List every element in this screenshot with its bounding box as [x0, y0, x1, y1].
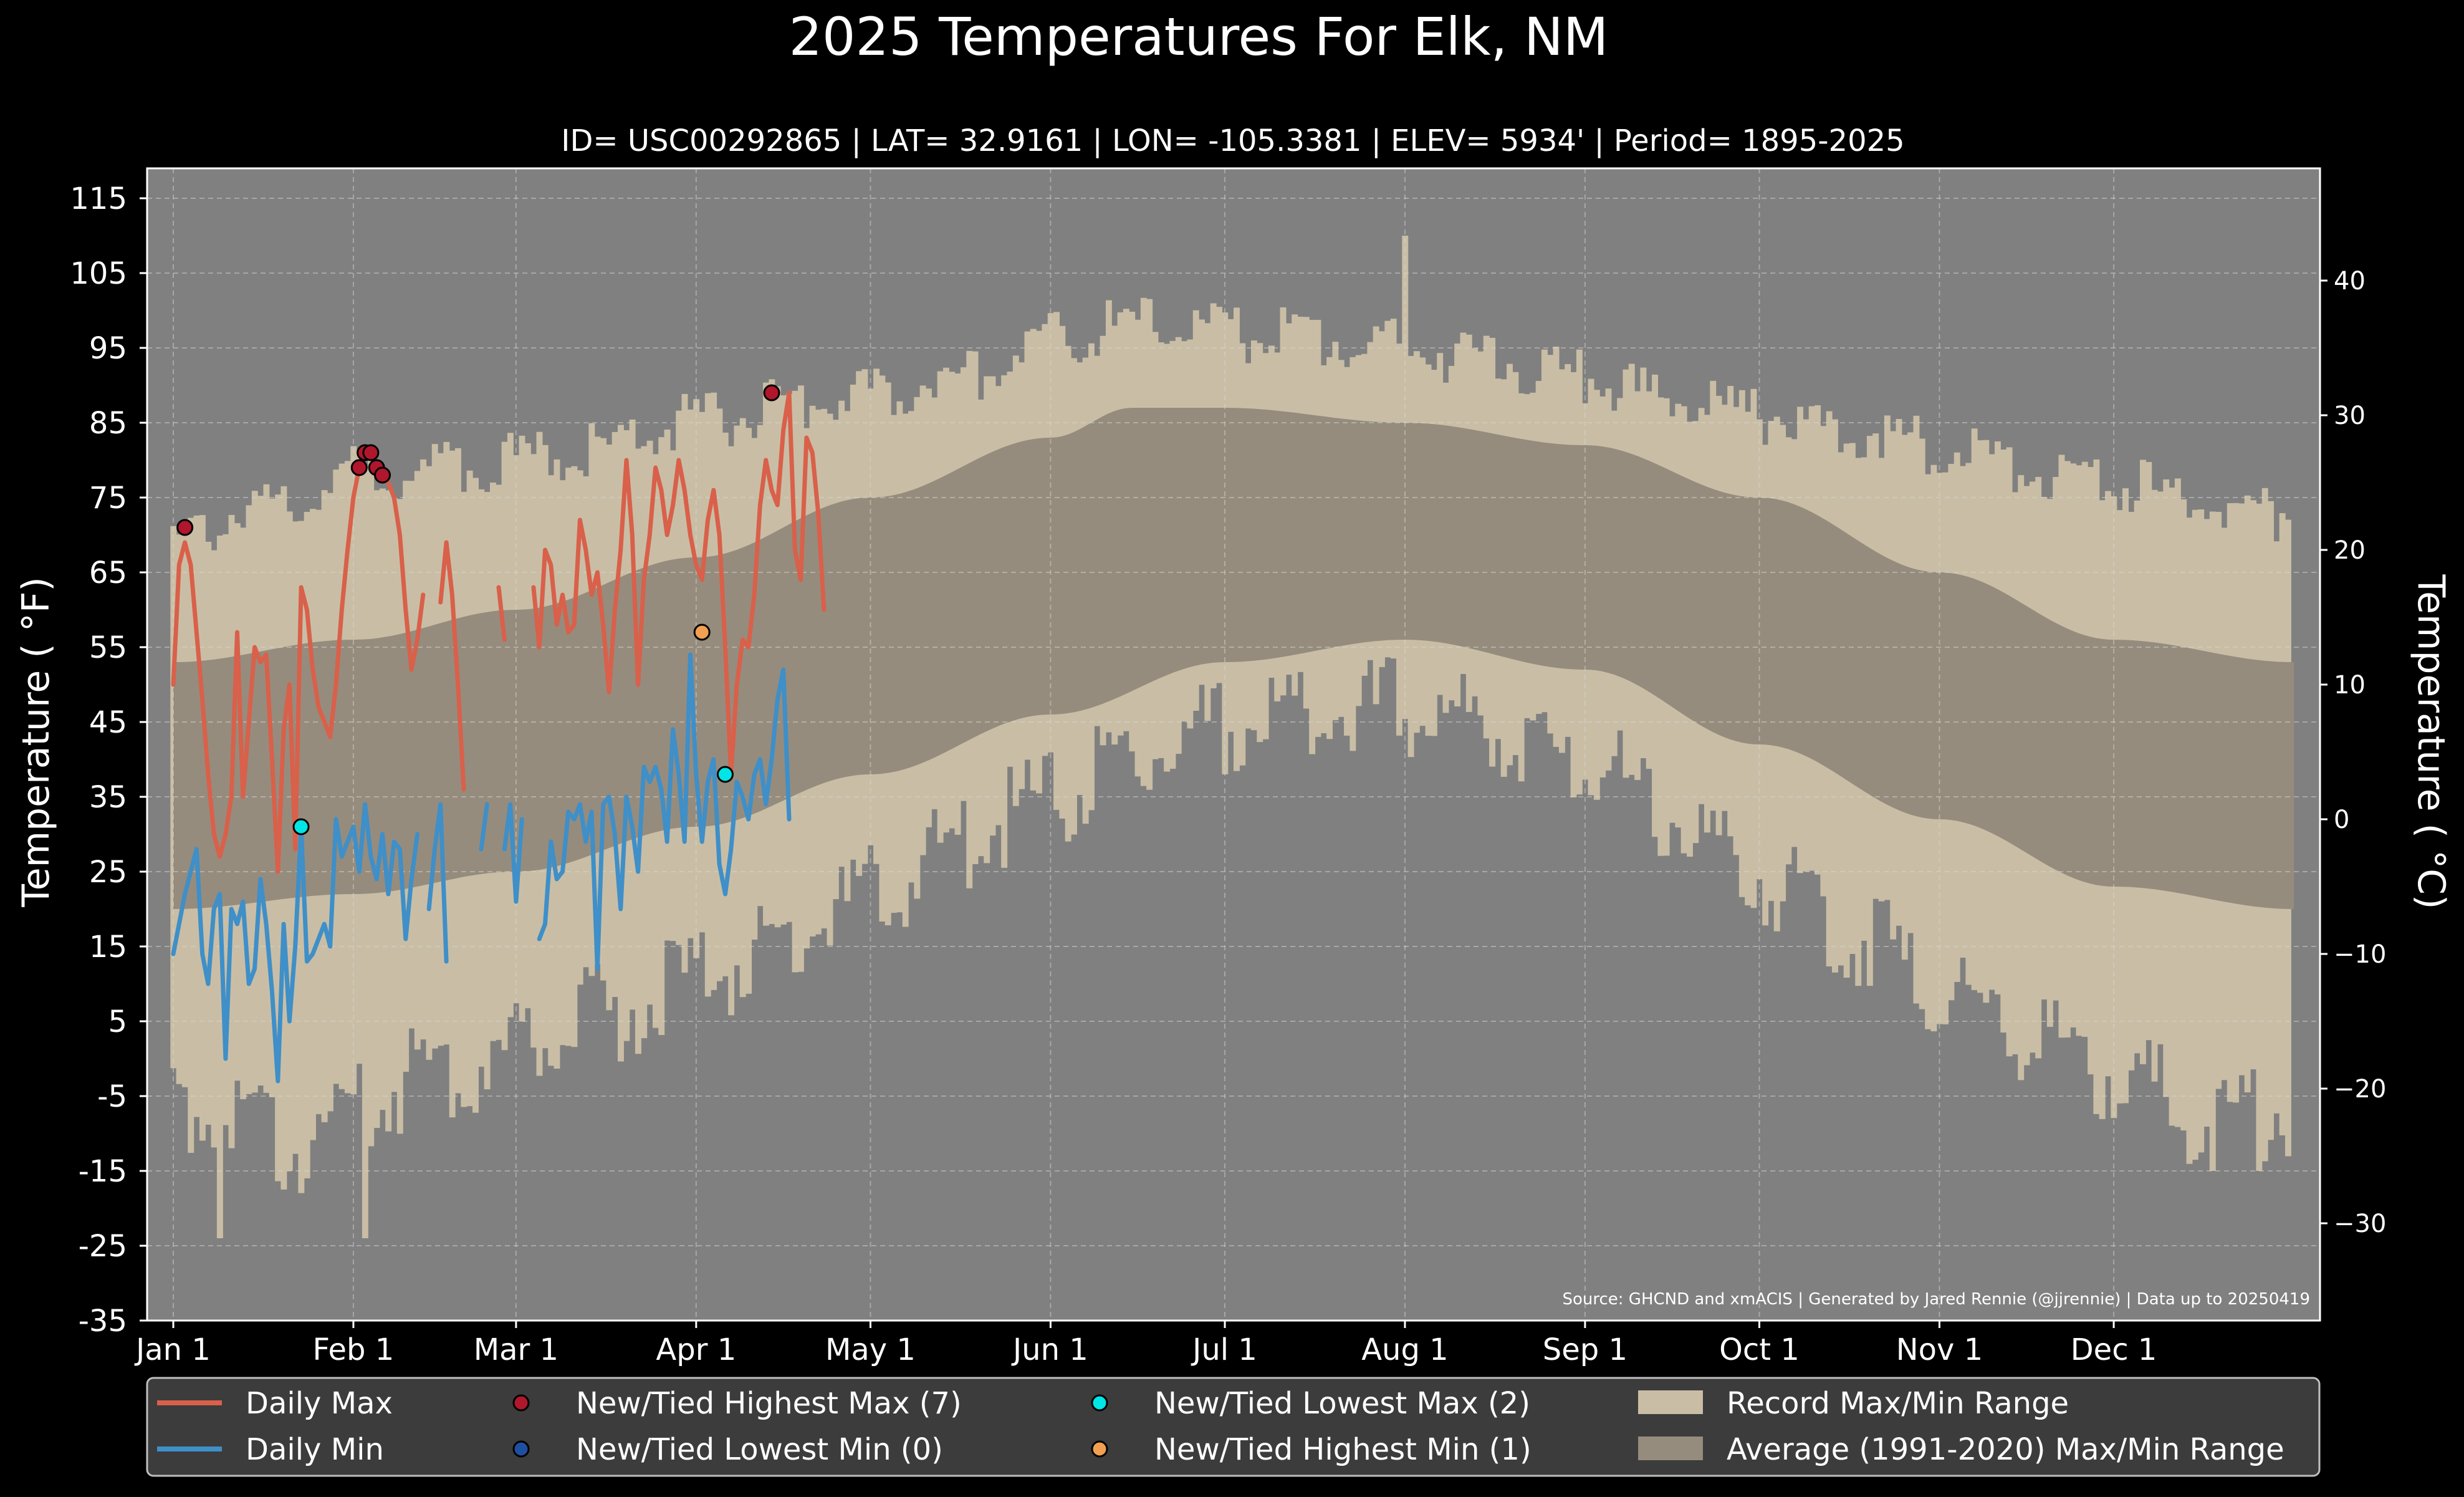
y-tick-label: -5 — [97, 1079, 127, 1114]
x-axis: Jan 1 Feb 1 Mar 1 Apr 1 May 1 Jun 1 Jul 1 Aug 1… — [134, 1321, 2157, 1367]
y-tick-label: -15 — [79, 1154, 127, 1189]
x-tick-label: Apr 1 — [656, 1332, 736, 1367]
lowest-max-marker — [292, 818, 310, 835]
highest-max-marker — [374, 466, 391, 484]
record-markers — [176, 384, 780, 835]
legend-label: Average (1991-2020) Max/Min Range — [1727, 1432, 2284, 1467]
legend-swatch-dot — [512, 1440, 530, 1458]
x-tick-label: Nov 1 — [1896, 1332, 1983, 1367]
average-range-band — [173, 408, 2294, 909]
source-note: Source: GHCND and xmACIS | Generated by … — [1562, 1290, 2310, 1309]
x-tick-label: May 1 — [825, 1332, 916, 1367]
x-tick-label: Jul 1 — [1191, 1332, 1257, 1367]
y2-tick-label: −30 — [2334, 1210, 2386, 1238]
x-tick-label: Aug 1 — [1361, 1332, 1449, 1367]
legend-label: New/Tied Highest Max (7) — [576, 1386, 962, 1421]
highest-max-marker — [350, 459, 368, 476]
y-tick-label: 75 — [89, 481, 127, 516]
x-tick-label: Oct 1 — [1719, 1332, 1800, 1367]
y2-tick-label: 0 — [2334, 806, 2349, 834]
legend-swatch-patch — [1638, 1437, 1703, 1460]
grid-lines — [147, 168, 2320, 1321]
highest-max-marker — [763, 384, 780, 402]
y-axis-label-right: Temperature ( °C) — [2409, 574, 2453, 910]
y-tick-label: 25 — [89, 855, 127, 890]
x-tick-label: Jan 1 — [134, 1332, 211, 1367]
x-tick-label: Jun 1 — [1011, 1332, 1088, 1367]
plot-area: Source: GHCND and xmACIS | Generated by … — [146, 167, 2321, 1322]
y-tick-label: 45 — [89, 705, 127, 740]
x-tick-label: Mar 1 — [474, 1332, 558, 1367]
y-tick-label: 95 — [89, 331, 127, 366]
plot-frame — [146, 167, 2321, 1322]
legend-swatch-dot — [1091, 1440, 1108, 1458]
chart-legend: Daily Max Daily Min New/Tied Highest Max (… — [146, 1377, 2321, 1477]
lowest-max-marker — [716, 766, 734, 783]
legend-box — [146, 1377, 2321, 1477]
legend-label: Daily Min — [246, 1432, 384, 1467]
y-tick-label: 15 — [89, 930, 127, 965]
legend-label: New/Tied Lowest Max (2) — [1154, 1386, 1530, 1421]
y-tick-label: 85 — [89, 406, 127, 441]
legend-label: Daily Max — [246, 1386, 393, 1421]
y-axis-right: 40 30 20 10 0 −10 −20 −30 — [2320, 267, 2386, 1238]
y2-tick-label: −20 — [2334, 1075, 2386, 1104]
y-tick-label: -35 — [79, 1304, 127, 1339]
y2-tick-label: 30 — [2334, 402, 2366, 430]
legend-label: New/Tied Highest Min (1) — [1154, 1432, 1532, 1467]
y-tick-label: 115 — [70, 181, 127, 216]
daily-min-line — [171, 652, 792, 1084]
daily-max-line — [171, 390, 827, 874]
highest-max-marker — [176, 519, 194, 536]
y-axis-label-left: Temperature ( °F) — [14, 577, 58, 908]
y2-tick-label: 20 — [2334, 536, 2366, 565]
chart-title: 2025 Temperatures For Elk, NM — [789, 6, 1609, 67]
legend-label: Record Max/Min Range — [1727, 1386, 2069, 1421]
daily-series — [171, 390, 827, 1084]
x-tick-label: Dec 1 — [2071, 1332, 2157, 1367]
legend-swatch-patch — [1638, 1390, 1703, 1414]
legend-label: New/Tied Lowest Min (0) — [576, 1432, 943, 1467]
highest-max-marker — [362, 444, 380, 461]
y-tick-label: 105 — [70, 256, 127, 291]
y2-tick-label: −10 — [2334, 940, 2386, 969]
y-tick-label: 35 — [89, 780, 127, 815]
y2-tick-label: 10 — [2334, 671, 2366, 700]
y-tick-label: 55 — [89, 630, 127, 665]
x-tick-label: Sep 1 — [1543, 1332, 1627, 1367]
y-tick-label: -25 — [79, 1229, 127, 1264]
legend-swatch-dot — [512, 1394, 530, 1412]
highest-min-marker — [693, 623, 711, 641]
y-axis-left: 115 105 95 85 75 65 55 45 35 25 15 5 -5 -15 -25 -35 — [70, 181, 147, 1339]
chart-subtitle: ID= USC00292865 | LAT= 32.9161 | LON= -1… — [561, 123, 1904, 158]
y2-tick-label: 40 — [2334, 267, 2366, 296]
y-tick-label: 5 — [108, 1004, 127, 1039]
legend-swatch-dot — [1091, 1394, 1108, 1412]
x-tick-label: Feb 1 — [313, 1332, 395, 1367]
y-tick-label: 65 — [89, 556, 127, 590]
